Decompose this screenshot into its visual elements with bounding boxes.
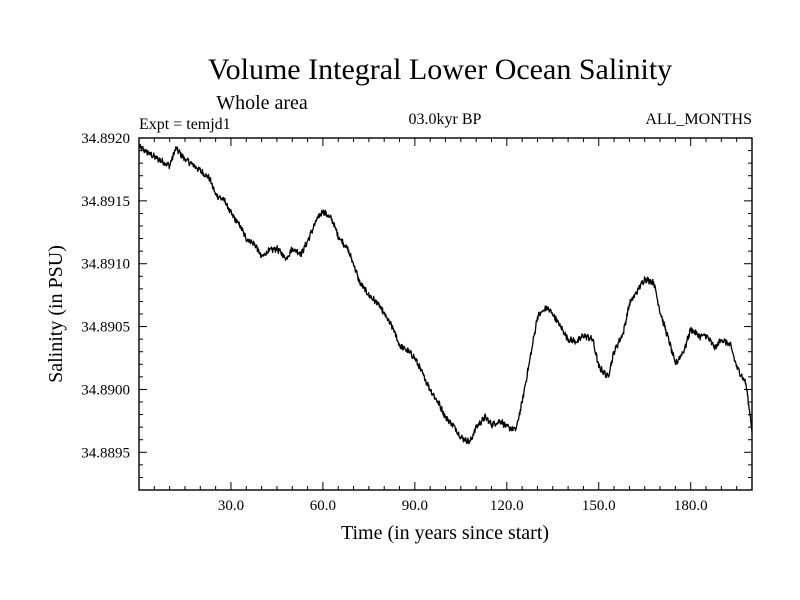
- x-tick-label: 90.0: [402, 498, 428, 514]
- y-tick-label: 34.8915: [81, 194, 130, 210]
- x-tick-label: 150.0: [582, 498, 616, 514]
- chart-title: Volume Integral Lower Ocean Salinity: [208, 53, 672, 86]
- y-axis-tick-labels: 34.8895 34.8900 34.8905 34.8910 34.8915 34.89…: [81, 131, 130, 461]
- x-axis-tick-labels: 30.0 60.0 90.0 120.0 150.0 180.0: [218, 498, 708, 514]
- x-tick-label: 180.0: [674, 498, 708, 514]
- x-tick-label: 60.0: [310, 498, 336, 514]
- y-tick-label: 34.8920: [81, 131, 130, 147]
- months-label: ALL_MONTHS: [645, 111, 752, 128]
- plot-frame: [138, 137, 753, 491]
- salinity-series-line: [138, 143, 753, 445]
- x-tick-label: 120.0: [490, 498, 524, 514]
- period-label: 03.0kyr BP: [409, 111, 482, 128]
- y-tick-label: 34.8910: [81, 257, 130, 273]
- x-axis-label: Time (in years since start): [341, 522, 549, 544]
- y-axis-label: Salinity (in PSU): [45, 245, 67, 383]
- experiment-label: Expt = temjd1: [139, 116, 231, 133]
- x-axis-ticks: [153, 138, 738, 490]
- x-tick-label: 30.0: [218, 498, 244, 514]
- y-tick-label: 34.8905: [81, 320, 130, 336]
- chart-subtitle: Whole area: [216, 92, 308, 114]
- y-tick-label: 34.8895: [81, 445, 130, 461]
- y-tick-label: 34.8900: [81, 382, 130, 398]
